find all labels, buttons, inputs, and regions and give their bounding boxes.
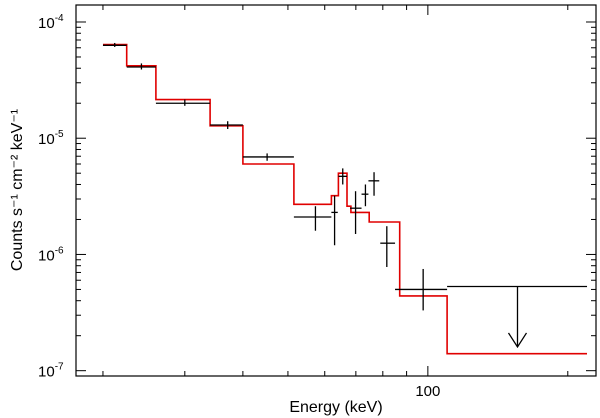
y-tick-label: 10-7: [38, 362, 64, 381]
down-arrow-icon: [507, 332, 528, 349]
data-series: [102, 42, 588, 349]
data-point: [338, 168, 348, 185]
y-tick-label: 10-4: [38, 13, 64, 32]
plot-area: 100 10-7 10-6 10-5 10-4: [38, 4, 597, 400]
data-point: [155, 99, 211, 106]
x-tick-label: 100: [415, 383, 440, 400]
model-series: [103, 43, 587, 355]
data-point: [293, 206, 332, 231]
data-point: [380, 226, 396, 267]
data-point: [361, 184, 369, 207]
data-point: [331, 195, 338, 246]
data-point: [126, 63, 156, 70]
data-point: [395, 268, 448, 311]
axis-ticks: [76, 5, 596, 377]
data-point: [368, 172, 380, 196]
data-point: [102, 42, 127, 47]
model-step-line: [103, 43, 587, 355]
tick-labels: 100 10-7 10-6 10-5 10-4: [38, 13, 440, 400]
y-tick-label: 10-6: [38, 245, 64, 264]
upper-limit: [447, 285, 588, 349]
y-axis-label: Counts s⁻¹ cm⁻² keV⁻¹: [9, 109, 26, 271]
x-axis-label: Energy (keV): [289, 399, 382, 416]
y-tick-label: 10-5: [38, 129, 64, 148]
data-point: [350, 191, 362, 234]
data-point: [210, 121, 243, 130]
data-point: [242, 153, 294, 161]
plot-frame: [75, 4, 597, 377]
